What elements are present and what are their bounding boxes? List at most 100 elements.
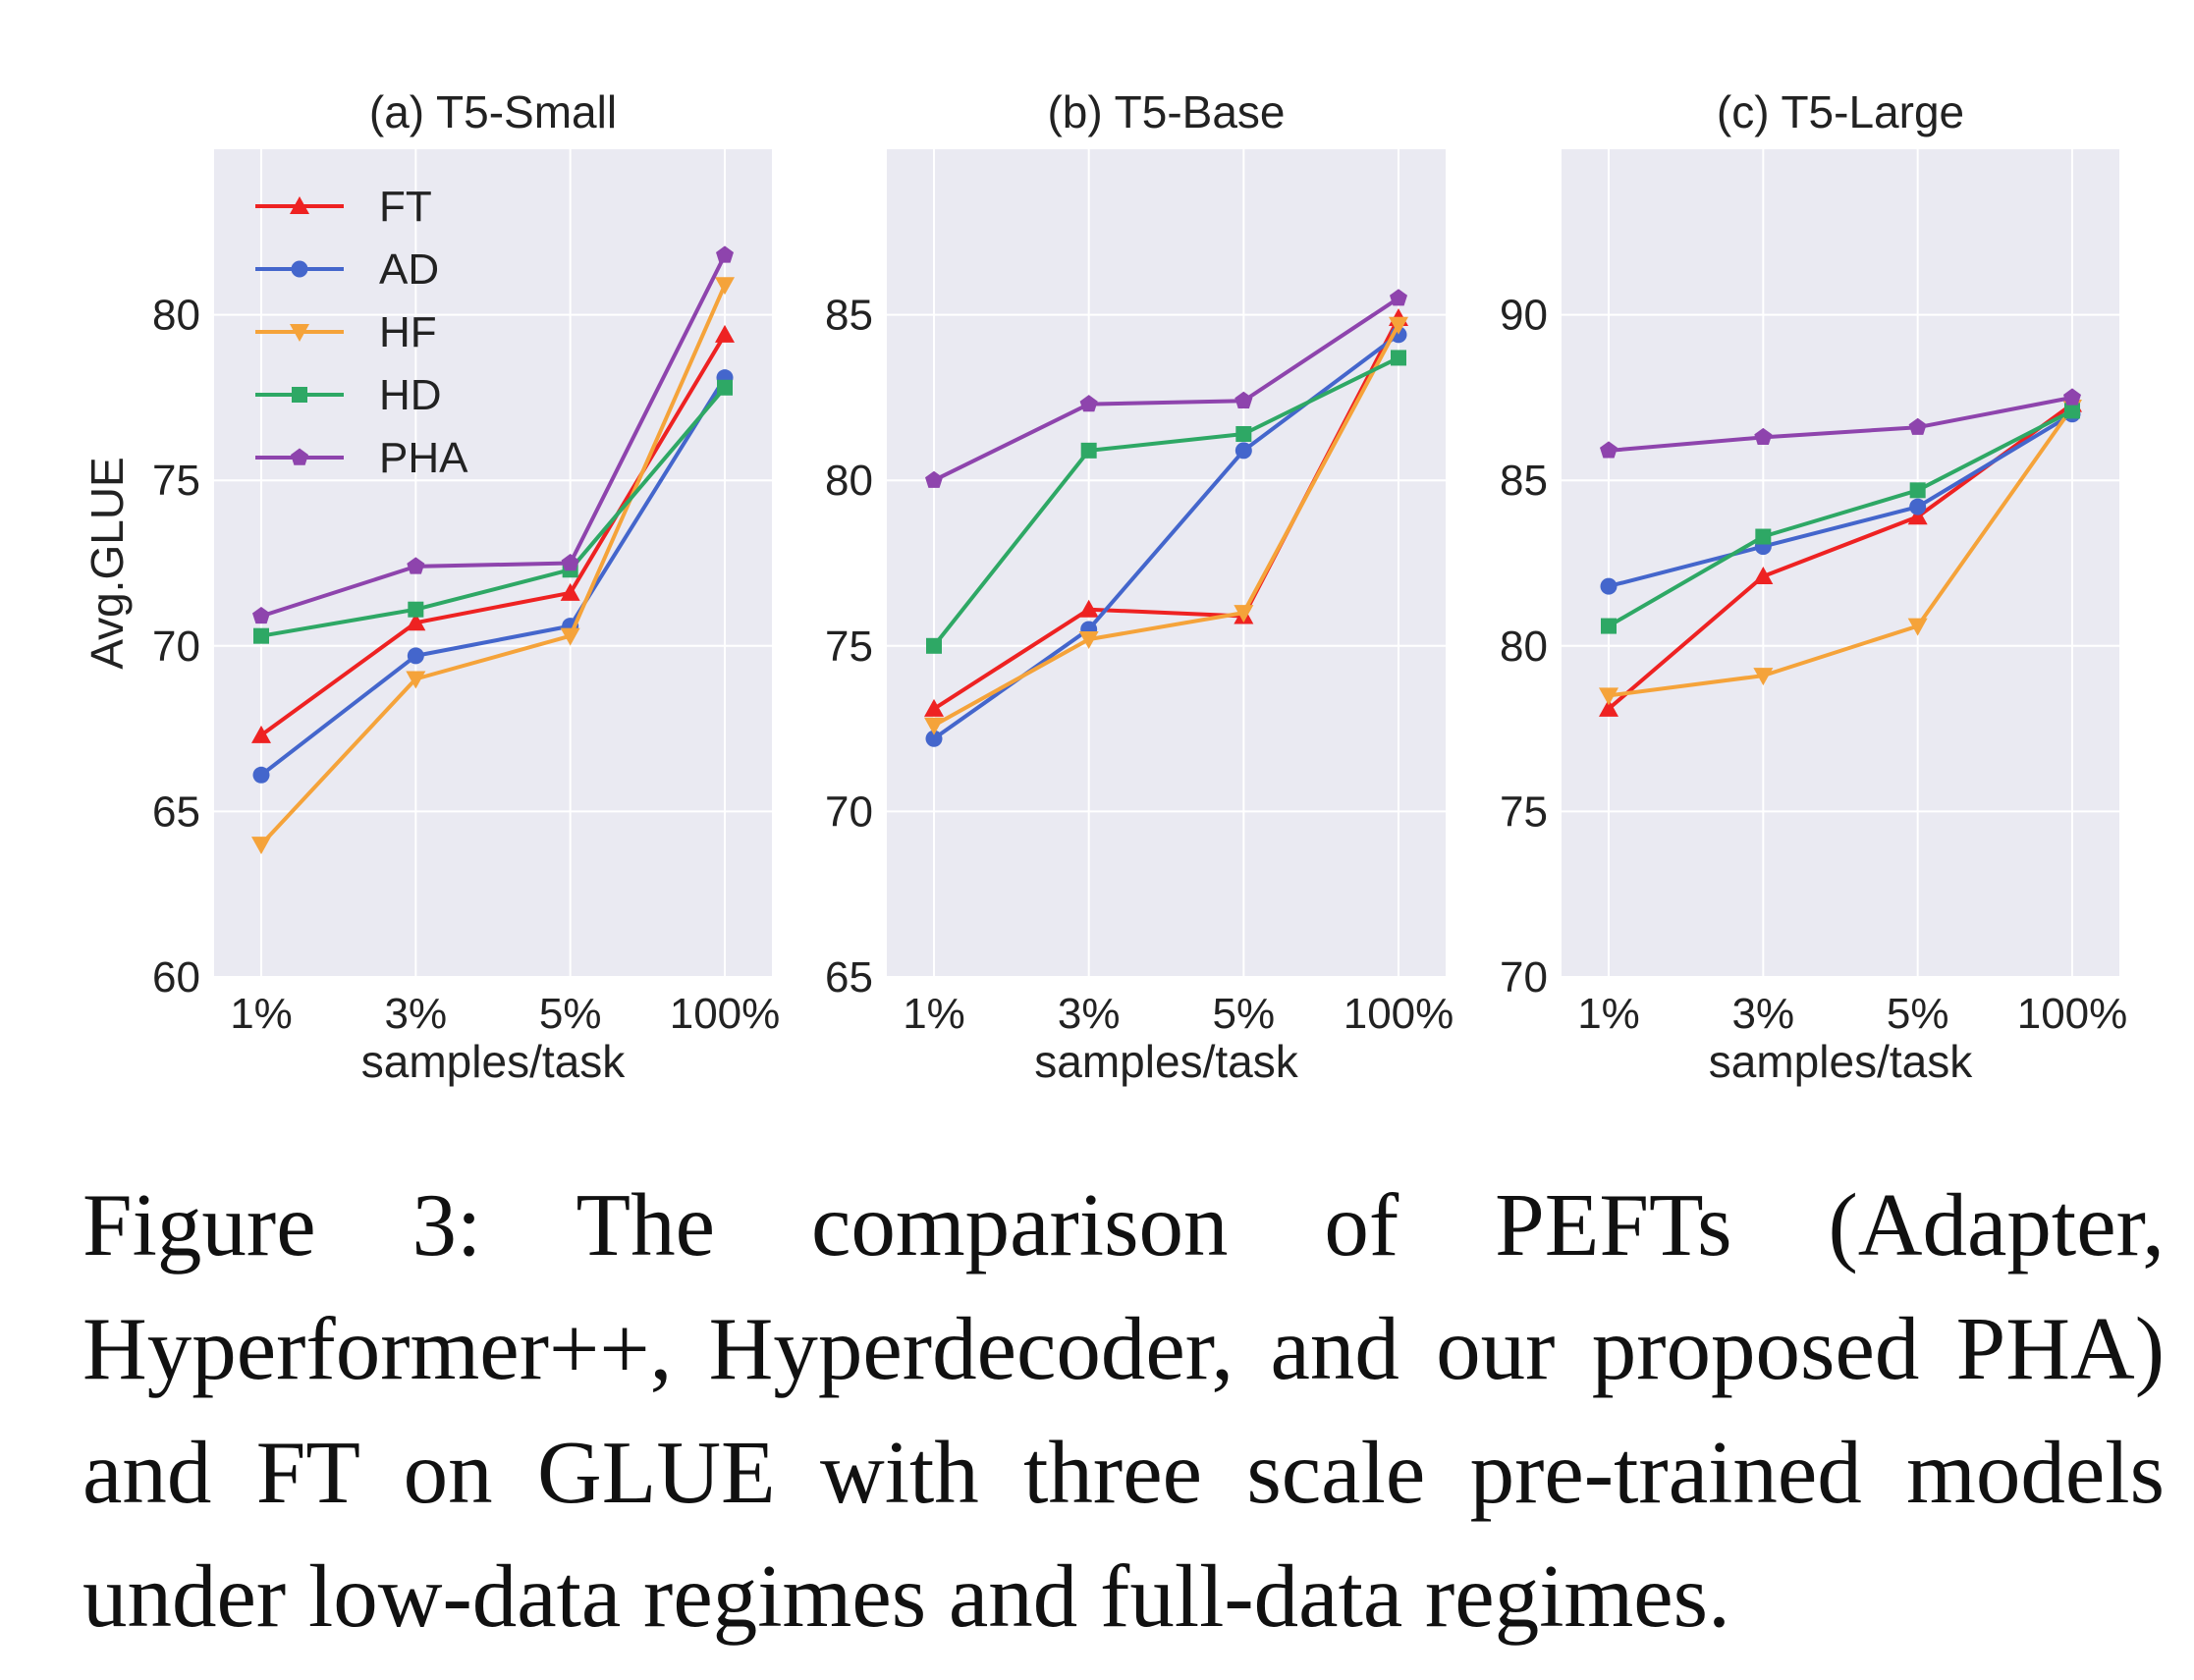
legend-marker <box>290 324 309 342</box>
data-point-hf <box>406 671 426 689</box>
legend-label: PHA <box>379 434 468 482</box>
y-axis-label: Avg.GLUE <box>82 457 133 669</box>
data-point-ft <box>1599 698 1618 717</box>
panel-1: 60 65 70 75 80 1% 3% 5% 100% (a) T5-Small samples/… <box>82 86 780 1087</box>
data-point-hd <box>1391 350 1406 366</box>
y-tick-label: 80 <box>825 457 873 505</box>
x-tick-label: 5% <box>1213 990 1276 1038</box>
series-line-ad <box>1608 412 2074 589</box>
y-tick-label: 85 <box>1500 457 1548 505</box>
legend-label: FT <box>379 183 432 231</box>
data-point-pha <box>1908 417 1927 435</box>
y-tick-label: 60 <box>152 953 200 1002</box>
x-tick-label: 100% <box>1344 990 1454 1038</box>
x-axis-label: samples/task <box>361 1036 626 1087</box>
series-hf <box>924 316 1408 735</box>
data-point-ft <box>715 324 735 343</box>
x-axis-label: samples/task <box>1034 1036 1298 1087</box>
x-tick-label: 3% <box>385 990 448 1038</box>
legend-marker <box>291 448 308 465</box>
legend-item-hd: HD <box>255 371 442 419</box>
data-point-hf <box>560 627 580 646</box>
series-line-pha <box>933 297 1400 482</box>
data-point-ft <box>924 698 944 717</box>
legend-marker <box>292 387 307 403</box>
x-axis-label: samples/task <box>1709 1036 1973 1087</box>
data-point-ad <box>1234 442 1252 460</box>
y-tick-label: 65 <box>825 953 873 1002</box>
data-point-ft <box>1907 507 1928 525</box>
data-point-pha <box>561 554 579 571</box>
series-line-hd <box>1607 408 2073 628</box>
y-tick-label: 90 <box>1500 292 1548 340</box>
series-line-hd <box>932 355 1399 648</box>
x-tick-label: 1% <box>1577 990 1640 1038</box>
legend-label: HF <box>379 308 437 356</box>
data-point-hf <box>1078 631 1099 650</box>
x-tick-label: 100% <box>670 990 781 1038</box>
series-line-hf <box>1608 406 2074 698</box>
data-point-hd <box>1909 482 1926 499</box>
y-tick-label: 75 <box>825 623 873 671</box>
plot-area <box>887 149 1446 977</box>
legend-label: AD <box>379 245 439 294</box>
data-point-pha <box>925 470 943 488</box>
y-tick-label: 75 <box>1500 787 1548 836</box>
data-point-pha <box>1390 289 1407 306</box>
x-tick-label: 5% <box>539 990 602 1038</box>
panel-2: 65 70 75 80 85 1% 3% 5% 100% (b) T5-Base samples/t… <box>825 86 1454 1087</box>
y-tick-label: 80 <box>152 292 200 340</box>
data-point-ft <box>560 582 580 601</box>
figure-charts: 60 65 70 75 80 1% 3% 5% 100% (a) T5-Small samples/… <box>82 86 2127 1087</box>
data-point-hf <box>715 277 735 296</box>
series-line-pha <box>260 254 727 619</box>
data-point-pha <box>1234 391 1253 408</box>
legend-item-pha: PHA <box>255 434 468 482</box>
series-line-hd <box>260 386 727 638</box>
panel-title: (b) T5-Base <box>1047 86 1285 137</box>
data-point-pha <box>407 557 425 574</box>
data-point-ad <box>252 766 270 784</box>
data-point-pha <box>1754 427 1773 445</box>
data-point-hd <box>408 601 424 618</box>
y-tick-label: 70 <box>1500 953 1548 1002</box>
y-tick-label: 70 <box>825 787 873 836</box>
data-point-pha <box>1600 441 1618 459</box>
series-hf <box>251 277 735 855</box>
y-tick-label: 65 <box>152 787 200 836</box>
panel-title: (c) T5-Large <box>1717 86 1964 137</box>
series-line-hf <box>933 323 1400 728</box>
panel-3: 70 75 80 85 90 1% 3% 5% 100% (c) T5-Large samples/… <box>1500 86 2127 1087</box>
data-point-ad <box>407 647 424 665</box>
data-point-ft <box>1078 599 1099 618</box>
x-tick-label: 3% <box>1732 990 1795 1038</box>
x-tick-label: 1% <box>230 990 293 1038</box>
legend-marker <box>290 196 309 214</box>
series-pha <box>1600 388 2081 459</box>
data-point-ad <box>1600 577 1618 595</box>
legend-item-ad: AD <box>255 245 439 294</box>
y-tick-label: 80 <box>1500 623 1548 671</box>
series-hd <box>1601 403 2080 634</box>
data-point-ad <box>925 730 943 747</box>
series-line-pha <box>1608 395 2073 453</box>
data-point-pha <box>252 607 270 624</box>
data-point-ft <box>406 613 426 631</box>
data-point-hf <box>1907 618 1928 636</box>
plot-area <box>1562 149 2119 977</box>
data-point-hd <box>1080 442 1097 459</box>
series-hd <box>926 350 1406 654</box>
data-point-hd <box>717 379 733 396</box>
data-point-hd <box>1601 618 1617 634</box>
series-line-hf <box>259 284 727 846</box>
series-pha <box>252 245 734 624</box>
legend-item-ft: FT <box>255 183 432 231</box>
data-point-hf <box>1753 668 1774 686</box>
x-tick-label: 5% <box>1887 990 1949 1038</box>
legend-label: HD <box>379 371 442 419</box>
x-tick-label: 3% <box>1058 990 1121 1038</box>
data-point-hd <box>926 637 942 654</box>
x-tick-label: 100% <box>2017 990 2128 1038</box>
series-pha <box>925 289 1407 488</box>
y-tick-label: 85 <box>825 292 873 340</box>
